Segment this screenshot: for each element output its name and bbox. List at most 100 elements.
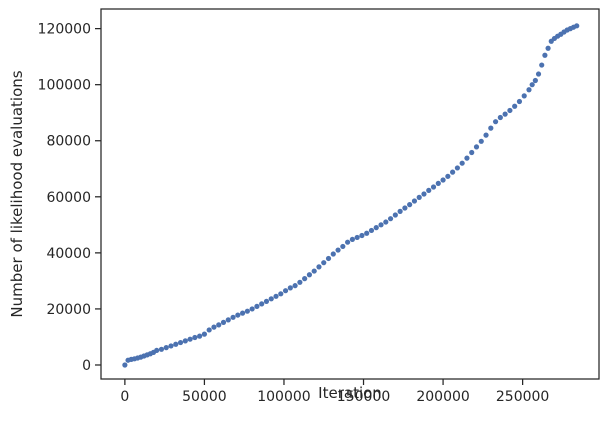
x-axis-ticks: 0 50000 100000 150000 200000 250000 [120, 379, 549, 405]
data-point [177, 339, 184, 346]
data-point [497, 114, 503, 121]
x-tick-label: 200000 [416, 389, 469, 405]
data-point [454, 165, 460, 171]
data-point [197, 333, 203, 339]
data-point [263, 298, 270, 304]
data-point [478, 138, 484, 144]
data-point [492, 119, 499, 125]
data-point [535, 71, 542, 77]
data-point [206, 327, 212, 333]
data-point [349, 236, 355, 243]
data-point [526, 87, 532, 93]
data-point [220, 319, 227, 325]
data-point [244, 308, 250, 314]
data-point [411, 198, 418, 204]
y-tick-label: 20000 [46, 302, 91, 318]
data-point [335, 247, 341, 253]
data-point [230, 314, 236, 320]
data-point [354, 234, 360, 241]
data-point [292, 283, 298, 289]
data-point [254, 303, 260, 309]
data-point [483, 132, 489, 138]
data-point [187, 336, 193, 342]
data-point [459, 160, 465, 166]
data-point [345, 239, 351, 245]
data-point [416, 194, 422, 200]
data-point [311, 268, 317, 274]
data-point [287, 285, 293, 291]
data-point [507, 107, 513, 114]
y-axis-ticks: 0 20000 40000 60000 80000 100000 120000 [38, 22, 101, 374]
data-point [430, 184, 437, 190]
data-point [473, 144, 480, 150]
data-point [273, 293, 279, 299]
x-tick-label: 100000 [257, 389, 310, 405]
data-point [225, 317, 231, 323]
data-point [235, 312, 241, 318]
data-point [383, 219, 389, 225]
data-point [450, 169, 456, 175]
y-axis-label: Number of likelihood evaluations [8, 70, 26, 317]
data-point [387, 216, 394, 222]
data-point [154, 347, 160, 354]
data-point [364, 230, 370, 236]
data-point [378, 222, 384, 228]
data-point [545, 45, 551, 51]
data-point [516, 98, 523, 105]
data-point [192, 334, 198, 341]
data-point [325, 255, 332, 262]
y-tick-label: 100000 [38, 78, 91, 94]
data-point [373, 225, 379, 231]
data-point [158, 346, 165, 352]
data-point [402, 205, 408, 211]
data-point [512, 103, 518, 109]
data-point [259, 301, 265, 307]
plot-area [101, 9, 599, 379]
data-point [297, 279, 303, 285]
data-point [173, 341, 179, 347]
data-point [268, 296, 274, 302]
data-point [240, 310, 246, 316]
data-point [330, 251, 336, 257]
data-point [302, 276, 308, 282]
data-point [445, 173, 451, 179]
x-tick-label: 0 [120, 389, 129, 405]
data-point [574, 23, 580, 29]
data-point [306, 272, 313, 278]
y-tick-label: 40000 [46, 246, 91, 262]
data-point [282, 288, 289, 294]
x-tick-label: 50000 [182, 389, 227, 405]
y-tick-label: 120000 [38, 22, 91, 38]
data-point [539, 62, 545, 68]
data-point [421, 191, 427, 197]
x-axis-label: Iteration [318, 384, 382, 402]
data-point [435, 180, 441, 186]
data-point [359, 232, 365, 239]
data-point [542, 52, 548, 58]
data-point [440, 177, 446, 183]
data-point [532, 77, 538, 84]
data-point [397, 208, 403, 214]
data-point [316, 264, 322, 270]
plot-frame [100, 8, 600, 380]
data-point [464, 155, 470, 161]
data-point [163, 345, 169, 351]
y-tick-label: 80000 [46, 134, 91, 150]
data-point [211, 324, 217, 330]
data-point [521, 93, 527, 99]
data-point [321, 260, 327, 266]
x-tick-label: 250000 [496, 389, 549, 405]
x-tick-label: 150000 [337, 389, 390, 405]
data-point [502, 111, 508, 117]
data-point [249, 306, 255, 312]
scatter-points [122, 23, 580, 368]
data-point [488, 125, 494, 131]
y-tick-label: 0 [82, 358, 91, 374]
data-point [182, 338, 188, 344]
data-point [469, 149, 475, 156]
data-point [392, 212, 398, 218]
data-point [368, 227, 375, 234]
data-point [122, 362, 128, 368]
data-point [426, 187, 432, 193]
